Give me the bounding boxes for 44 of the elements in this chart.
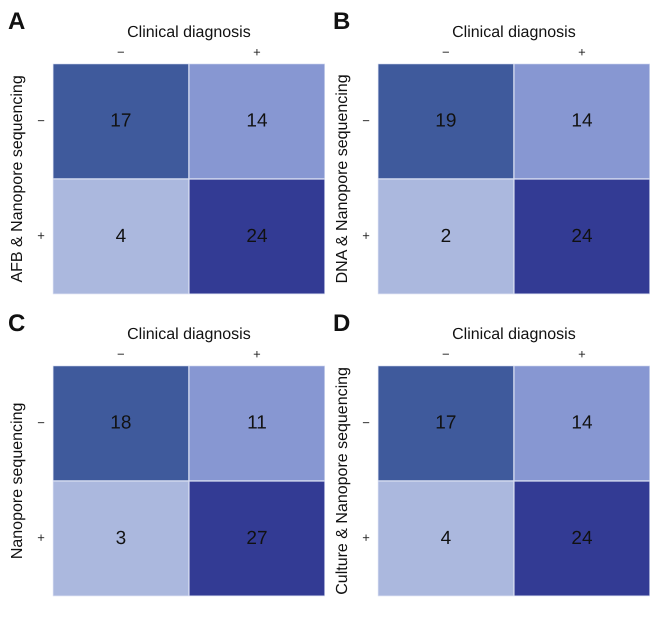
- data-label: 18: [110, 412, 132, 434]
- x-axis-title: Clinical diagnosis: [127, 326, 251, 343]
- y-tick-label: −: [362, 112, 370, 128]
- chart-title: D: [333, 310, 350, 338]
- y-tick-label: +: [362, 228, 370, 244]
- x-tick-label: −: [117, 346, 125, 362]
- data-label: 24: [246, 226, 268, 247]
- data-label: 17: [110, 110, 132, 132]
- data-label: 24: [571, 226, 593, 247]
- data-label: 17: [435, 412, 456, 434]
- y-axis-title: AFB & Nanopore sequencing: [9, 75, 26, 283]
- data-label: 19: [435, 110, 456, 132]
- data-label: 4: [440, 528, 452, 549]
- chart-title: A: [8, 8, 26, 36]
- data-label: 14: [571, 412, 593, 434]
- x-tick-label: +: [253, 346, 261, 362]
- data-label: 14: [246, 110, 268, 132]
- x-tick-label: +: [253, 44, 261, 60]
- x-axis-title: Clinical diagnosis: [127, 24, 251, 41]
- x-axis-title: Clinical diagnosis: [452, 24, 576, 41]
- x-tick-label: −: [117, 44, 125, 60]
- x-tick-label: −: [442, 44, 450, 60]
- x-tick-label: −: [442, 346, 450, 362]
- data-label: 3: [116, 528, 126, 549]
- y-tick-label: +: [37, 530, 45, 546]
- data-label: 2: [440, 226, 452, 247]
- data-label: 24: [571, 528, 593, 549]
- y-tick-label: +: [37, 228, 45, 244]
- x-tick-label: +: [578, 346, 586, 362]
- y-axis-title: DNA & Nanopore sequencing: [334, 74, 352, 284]
- chart-title: B: [333, 8, 350, 36]
- y-axis-title: Nanopore sequencing: [9, 402, 26, 560]
- x-axis-title: Clinical diagnosis: [452, 326, 576, 343]
- x-tick-label: +: [578, 44, 586, 60]
- y-axis-title: Culture & Nanopore sequencing: [334, 367, 352, 595]
- y-tick-label: −: [37, 112, 45, 128]
- y-tick-label: −: [362, 414, 370, 430]
- data-label: 11: [247, 412, 267, 434]
- chart-title: C: [8, 310, 26, 338]
- data-label: 27: [246, 528, 268, 549]
- data-label: 4: [116, 226, 127, 247]
- data-label: 14: [571, 110, 593, 132]
- y-tick-label: −: [37, 414, 45, 430]
- y-tick-label: +: [362, 530, 370, 546]
